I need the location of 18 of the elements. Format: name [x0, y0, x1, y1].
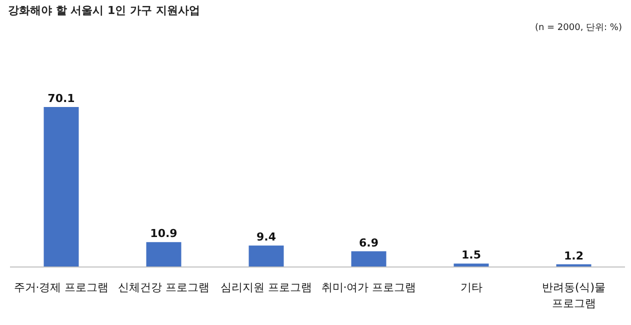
x-tick-label: 주거·경제 프로그램: [14, 281, 109, 294]
bar: [351, 251, 386, 267]
data-label: 6.9: [359, 236, 378, 250]
bar: [146, 242, 182, 267]
data-label: 1.2: [564, 249, 584, 262]
data-label: 9.4: [256, 230, 276, 244]
x-tick-label: 기타: [460, 281, 482, 294]
x-tick-label: 취미·여가 프로그램: [321, 281, 416, 294]
x-tick-label: 반려동(식)물 프로그램: [542, 281, 606, 310]
data-label: 70.1: [48, 92, 75, 105]
data-label: 1.5: [462, 248, 481, 262]
chart-title: 강화해야 할 서울시 1인 가구 지원사업: [8, 4, 200, 17]
x-tick-label: 신체건강 프로그램: [118, 281, 210, 294]
text: (n = 2000, 단위: %): [534, 23, 622, 33]
data-label: 10.9: [150, 227, 178, 240]
x-tick-label: 심리지원 프로그램: [220, 281, 312, 294]
bar: [248, 246, 284, 267]
bar: [44, 107, 79, 267]
